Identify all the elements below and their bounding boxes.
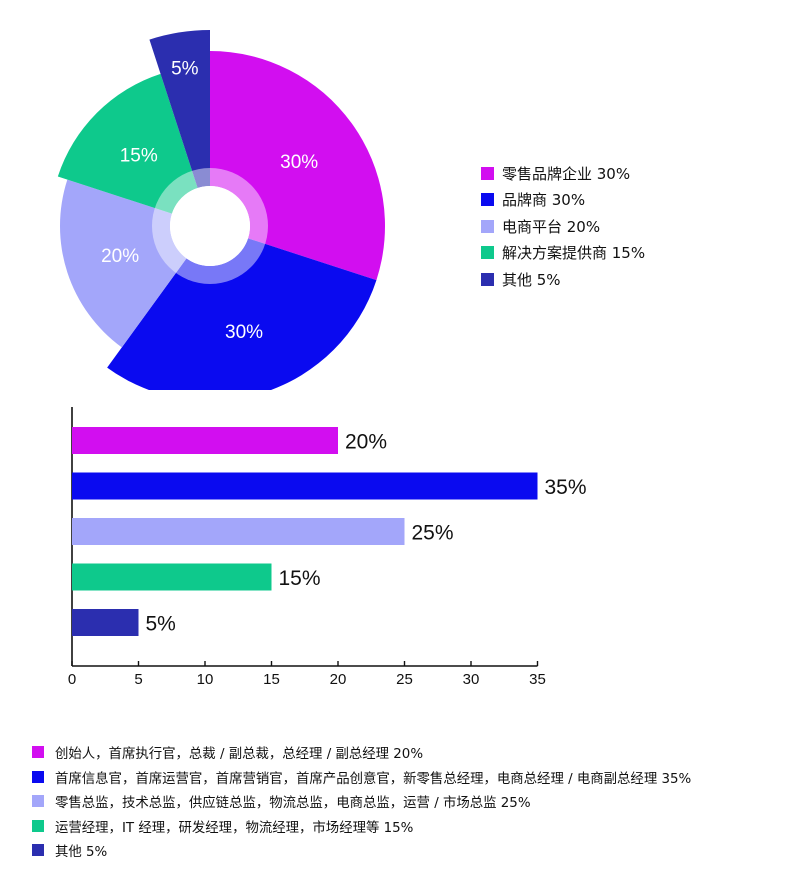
x-tick-label: 5 [134, 671, 142, 688]
legend-label: 电商平台 20% [502, 217, 601, 236]
legend-swatch [32, 844, 44, 857]
legend-label: 运营经理，IT 经理，研发经理，物流经理，市场经理等 15% [55, 820, 414, 836]
pie-chart: 30% 30% 20% 15% 5% [57, 30, 385, 390]
bar-value-label: 5% [146, 613, 176, 636]
bar [72, 472, 538, 500]
legend-label: 创始人，首席执行官，总裁 / 副总裁，总经理 / 副总经理 20% [55, 747, 424, 763]
legend-swatch [481, 166, 494, 180]
legend-label: 零售品牌企业 30% [502, 164, 631, 183]
slice-label: 5% [171, 58, 199, 79]
bar-legend-item: 其他 5% [32, 838, 691, 863]
pie-legend-item: 解决方案提供商 15% [481, 240, 645, 267]
slice-label: 30% [280, 152, 318, 173]
pie-slice [210, 51, 385, 281]
legend-label: 零售总监，技术总监，供应链总监，物流总监，电商总监，运营 / 市场总监 25% [55, 796, 531, 812]
bar-legend-item: 运营经理，IT 经理，研发经理，物流经理，市场经理等 15% [32, 814, 691, 839]
legend-swatch [481, 219, 494, 233]
pie-slice [149, 30, 210, 188]
legend-label: 其他 5% [502, 270, 561, 289]
bar [72, 427, 338, 454]
legend-swatch [32, 819, 44, 832]
bar-value-label: 35% [545, 476, 587, 499]
legend-label: 其他 5% [55, 845, 108, 861]
pie-center-hole [170, 186, 250, 266]
x-tick-label: 30 [463, 671, 480, 688]
pie-legend: 零售品牌企业 30% 品牌商 30% 电商平台 20% 解决方案提供商 15% … [481, 160, 645, 293]
bar-chart: 20% 35% 25% 15% 5% 0 5 10 15 20 25 30 35 [68, 407, 587, 688]
bar [72, 609, 139, 636]
x-tick-label: 25 [396, 671, 413, 688]
bar [72, 518, 405, 545]
pie-legend-item: 零售品牌企业 30% [481, 160, 645, 187]
legend-label: 解决方案提供商 15% [502, 244, 646, 263]
pie-legend-item: 其他 5% [481, 266, 645, 293]
legend-swatch [32, 770, 44, 783]
bar-legend-item: 零售总监，技术总监，供应链总监，物流总监，电商总监，运营 / 市场总监 25% [32, 789, 691, 814]
legend-swatch [481, 272, 494, 286]
pie-legend-item: 电商平台 20% [481, 213, 645, 240]
legend-swatch [32, 746, 44, 759]
slice-label: 30% [225, 322, 263, 343]
x-tick-label: 15 [263, 671, 280, 688]
pie-slice [60, 179, 187, 348]
legend-swatch [32, 795, 44, 808]
bar-value-label: 25% [412, 522, 454, 545]
pie-slice [107, 238, 377, 390]
bar-value-label: 15% [279, 567, 321, 590]
x-tick-label: 0 [68, 671, 76, 688]
pie-slice [57, 73, 198, 214]
bar-legend-item: 创始人，首席执行官，总裁 / 副总裁，总经理 / 副总经理 20% [32, 740, 691, 765]
x-tick-label: 10 [197, 671, 214, 688]
legend-label: 首席信息官，首席运营官，首席营销官，首席产品创意官，新零售总经理，电商总经理 /… [55, 771, 692, 787]
legend-swatch [481, 193, 494, 207]
pie-legend-item: 品牌商 30% [481, 187, 645, 214]
bar-value-label: 20% [345, 431, 387, 454]
x-tick-label: 35 [529, 671, 546, 688]
slice-label: 20% [101, 246, 139, 267]
bar [72, 563, 272, 591]
legend-swatch [481, 246, 494, 260]
x-tick-label: 20 [330, 671, 347, 688]
slice-label: 15% [120, 146, 158, 167]
legend-label: 品牌商 30% [502, 191, 586, 210]
bar-legend: 创始人，首席执行官，总裁 / 副总裁，总经理 / 副总经理 20% 首席信息官，… [32, 740, 691, 863]
bar-legend-item: 首席信息官，首席运营官，首席营销官，首席产品创意官，新零售总经理，电商总经理 /… [32, 765, 691, 790]
